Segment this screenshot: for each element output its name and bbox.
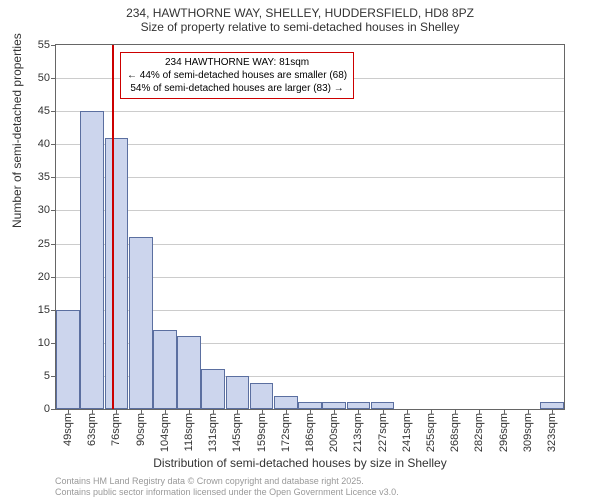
xtick-mark <box>479 409 480 414</box>
histogram-bar <box>56 310 80 409</box>
histogram-bar <box>80 111 104 409</box>
ytick-mark <box>51 277 56 278</box>
histogram-bar <box>250 383 274 409</box>
xtick-mark <box>262 409 263 414</box>
xtick-mark <box>358 409 359 414</box>
annotation-box: 234 HAWTHORNE WAY: 81sqm ← 44% of semi-d… <box>120 52 354 99</box>
histogram-bar <box>129 237 153 409</box>
histogram-bar <box>371 402 395 409</box>
annotation-line3: 54% of semi-detached houses are larger (… <box>127 82 347 95</box>
ytick-mark <box>51 409 56 410</box>
xtick-mark <box>455 409 456 414</box>
ytick-label: 35 <box>38 171 50 183</box>
chart-container: 234, HAWTHORNE WAY, SHELLEY, HUDDERSFIEL… <box>0 0 600 500</box>
gridline <box>56 177 564 178</box>
xtick-mark <box>528 409 529 414</box>
ytick-mark <box>51 111 56 112</box>
xtick-mark <box>141 409 142 414</box>
ytick-label: 45 <box>38 105 50 117</box>
xtick-mark <box>213 409 214 414</box>
histogram-bar <box>153 330 177 409</box>
xtick-label: 296sqm <box>498 413 510 452</box>
ytick-label: 30 <box>38 204 50 216</box>
annotation-line2: ← 44% of semi-detached houses are smalle… <box>127 69 347 82</box>
xtick-label: 309sqm <box>522 413 534 452</box>
xtick-mark <box>383 409 384 414</box>
histogram-bar <box>201 369 225 409</box>
gridline <box>56 144 564 145</box>
title-line2: Size of property relative to semi-detach… <box>0 20 600 34</box>
xtick-label: 213sqm <box>352 413 364 452</box>
xtick-label: 49sqm <box>62 413 74 446</box>
xtick-mark <box>310 409 311 414</box>
histogram-bar <box>298 402 322 409</box>
ytick-mark <box>51 244 56 245</box>
xtick-label: 200sqm <box>328 413 340 452</box>
xtick-label: 255sqm <box>425 413 437 452</box>
ytick-mark <box>51 45 56 46</box>
xtick-mark <box>286 409 287 414</box>
histogram-bar <box>540 402 564 409</box>
y-axis-label: Number of semi-detached properties <box>10 33 24 228</box>
xtick-label: 172sqm <box>280 413 292 452</box>
xtick-label: 63sqm <box>86 413 98 446</box>
ytick-mark <box>51 177 56 178</box>
x-axis-label: Distribution of semi-detached houses by … <box>0 456 600 470</box>
ytick-label: 55 <box>38 39 50 51</box>
annotation-line1: 234 HAWTHORNE WAY: 81sqm <box>127 56 347 69</box>
ytick-mark <box>51 210 56 211</box>
ytick-label: 5 <box>44 370 50 382</box>
gridline <box>56 111 564 112</box>
xtick-mark <box>237 409 238 414</box>
xtick-mark <box>407 409 408 414</box>
xtick-mark <box>165 409 166 414</box>
xtick-mark <box>431 409 432 414</box>
ytick-label: 40 <box>38 138 50 150</box>
xtick-mark <box>552 409 553 414</box>
xtick-label: 90sqm <box>135 413 147 446</box>
histogram-bar <box>177 336 201 409</box>
xtick-label: 186sqm <box>304 413 316 452</box>
footer: Contains HM Land Registry data © Crown c… <box>55 476 399 498</box>
xtick-label: 227sqm <box>377 413 389 452</box>
xtick-mark <box>92 409 93 414</box>
ytick-label: 20 <box>38 271 50 283</box>
xtick-label: 118sqm <box>183 413 195 451</box>
plot-area: 051015202530354045505549sqm63sqm76sqm90s… <box>55 44 565 410</box>
ytick-label: 0 <box>44 403 50 415</box>
xtick-label: 268sqm <box>449 413 461 452</box>
title-block: 234, HAWTHORNE WAY, SHELLEY, HUDDERSFIEL… <box>0 0 600 35</box>
ytick-mark <box>51 144 56 145</box>
footer-line1: Contains HM Land Registry data © Crown c… <box>55 476 399 487</box>
gridline <box>56 210 564 211</box>
xtick-label: 145sqm <box>231 413 243 452</box>
footer-line2: Contains public sector information licen… <box>55 487 399 498</box>
histogram-bar <box>322 402 346 409</box>
histogram-bar <box>274 396 298 409</box>
ytick-label: 50 <box>38 72 50 84</box>
xtick-label: 159sqm <box>256 413 268 452</box>
xtick-label: 131sqm <box>207 413 219 452</box>
xtick-mark <box>189 409 190 414</box>
ytick-label: 10 <box>38 337 50 349</box>
ytick-label: 25 <box>38 238 50 250</box>
histogram-bar <box>347 402 371 409</box>
title-line1: 234, HAWTHORNE WAY, SHELLEY, HUDDERSFIEL… <box>0 6 600 20</box>
xtick-mark <box>116 409 117 414</box>
xtick-label: 104sqm <box>159 413 171 452</box>
xtick-mark <box>504 409 505 414</box>
reference-marker-line <box>112 45 114 409</box>
ytick-label: 15 <box>38 304 50 316</box>
xtick-mark <box>68 409 69 414</box>
histogram-bar <box>105 138 129 409</box>
xtick-label: 241sqm <box>401 413 413 452</box>
xtick-mark <box>334 409 335 414</box>
histogram-bar <box>226 376 250 409</box>
ytick-mark <box>51 78 56 79</box>
xtick-label: 323sqm <box>546 413 558 452</box>
xtick-label: 76sqm <box>110 413 122 446</box>
xtick-label: 282sqm <box>473 413 485 452</box>
